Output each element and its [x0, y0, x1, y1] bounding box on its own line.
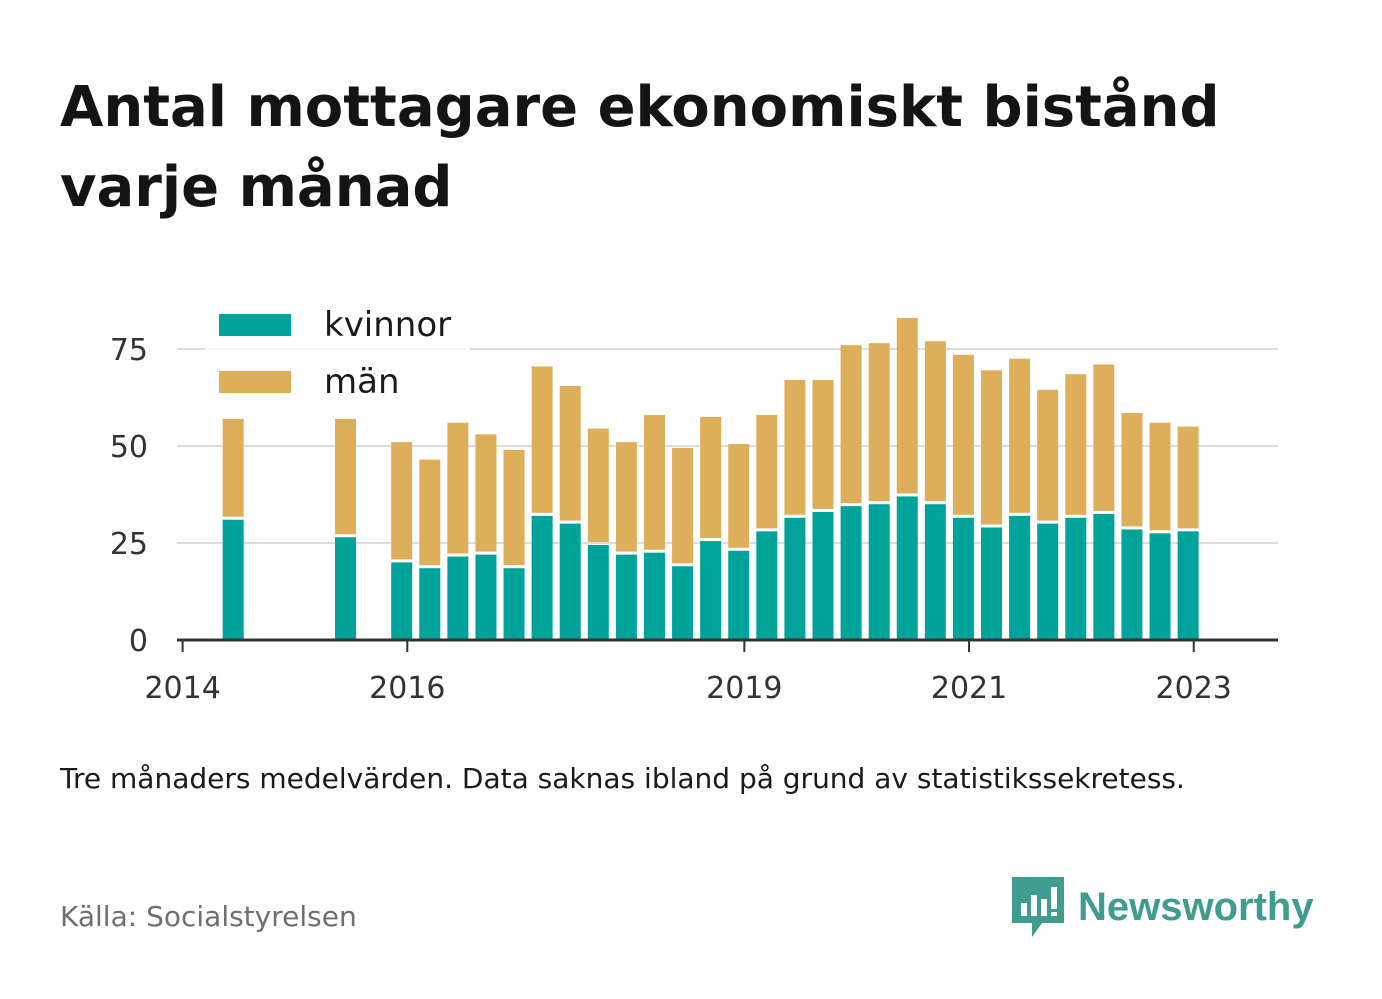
bar-kvinnor	[615, 554, 637, 640]
y-tick-label: 0	[129, 624, 148, 659]
bar-man	[335, 418, 357, 535]
legend-label-man: män	[324, 362, 400, 402]
bar-kvinnor	[756, 531, 778, 640]
bar-man	[896, 317, 918, 494]
x-tick-label: 2023	[1156, 671, 1232, 706]
bar-man	[503, 449, 525, 566]
bar-man	[700, 416, 722, 539]
bar-man	[981, 370, 1003, 525]
x-tick-label: 2016	[369, 671, 445, 706]
bar-man	[559, 385, 581, 521]
legend: kvinnor män	[205, 300, 470, 410]
bar-man	[419, 459, 441, 566]
bar-kvinnor	[924, 504, 946, 640]
bars	[222, 317, 1199, 640]
bar-man	[447, 422, 469, 554]
y-tick-label: 50	[110, 430, 148, 465]
bar-man	[924, 341, 946, 502]
x-axis: 2014 2016 2019 2021 2023	[144, 638, 1278, 706]
bar-man	[1009, 358, 1031, 513]
bar-kvinnor	[728, 550, 750, 640]
bar-man	[1037, 389, 1059, 521]
bar-kvinnor	[475, 554, 497, 640]
newsworthy-logo: Newsworthy	[1010, 874, 1314, 940]
y-axis-ticks: 0 25 50 75	[110, 333, 148, 659]
bar-kvinnor	[1149, 533, 1171, 640]
bar-man	[1177, 426, 1199, 529]
bar-kvinnor	[896, 496, 918, 640]
bar-man	[672, 447, 694, 564]
bar-man	[531, 366, 553, 513]
bar-kvinnor	[531, 515, 553, 640]
bar-kvinnor	[559, 523, 581, 640]
bar-kvinnor	[981, 527, 1003, 640]
bar-kvinnor	[812, 511, 834, 640]
bar-kvinnor	[419, 568, 441, 640]
legend-swatch-kvinnor	[219, 314, 291, 336]
bar-kvinnor	[952, 517, 974, 640]
bar-kvinnor	[1037, 523, 1059, 640]
bar-man	[840, 345, 862, 504]
bar-man	[756, 414, 778, 529]
bar-man	[812, 380, 834, 509]
brand-name: Newsworthy	[1078, 884, 1314, 929]
bar-kvinnor	[503, 568, 525, 640]
bar-man	[475, 434, 497, 552]
bar-man	[615, 442, 637, 552]
bar-man	[643, 414, 665, 550]
x-tick-label: 2019	[706, 671, 782, 706]
bar-kvinnor	[1177, 531, 1199, 640]
bar-kvinnor	[672, 566, 694, 640]
bar-man	[391, 442, 413, 560]
bar-kvinnor	[700, 541, 722, 640]
legend-swatch-man	[219, 371, 291, 393]
bar-kvinnor	[335, 537, 357, 640]
bar-man	[1065, 374, 1087, 515]
bar-kvinnor	[447, 556, 469, 640]
y-tick-label: 25	[110, 527, 148, 562]
bar-man	[728, 444, 750, 548]
legend-label-kvinnor: kvinnor	[324, 305, 451, 345]
source-credit: Källa: Socialstyrelsen	[60, 900, 357, 933]
bar-kvinnor	[391, 562, 413, 640]
bar-kvinnor	[840, 506, 862, 640]
bar-man	[1093, 364, 1115, 511]
bar-kvinnor	[1093, 513, 1115, 640]
chart-title: Antal mottagare ekonomiskt bistånd varje…	[60, 75, 1220, 220]
bar-kvinnor	[1121, 529, 1143, 640]
bar-kvinnor	[868, 504, 890, 640]
bar-man	[784, 380, 806, 515]
chart-note: Tre månaders medelvärden. Data saknas ib…	[60, 762, 1185, 795]
y-tick-label: 75	[110, 333, 148, 368]
bar-man	[587, 428, 609, 542]
bar-man	[868, 343, 890, 502]
bar-man	[952, 354, 974, 515]
bar-kvinnor	[784, 517, 806, 640]
bar-kvinnor	[1065, 517, 1087, 640]
bar-man	[1149, 422, 1171, 531]
bar-kvinnor	[222, 519, 244, 640]
bar-kvinnor	[643, 552, 665, 640]
x-tick-label: 2014	[144, 671, 220, 706]
bar-man	[222, 418, 244, 517]
x-tick-label: 2021	[931, 671, 1007, 706]
newsworthy-bubble-icon	[1012, 877, 1064, 937]
bar-kvinnor	[587, 544, 609, 640]
bar-kvinnor	[1009, 515, 1031, 640]
bar-man	[1121, 413, 1143, 527]
